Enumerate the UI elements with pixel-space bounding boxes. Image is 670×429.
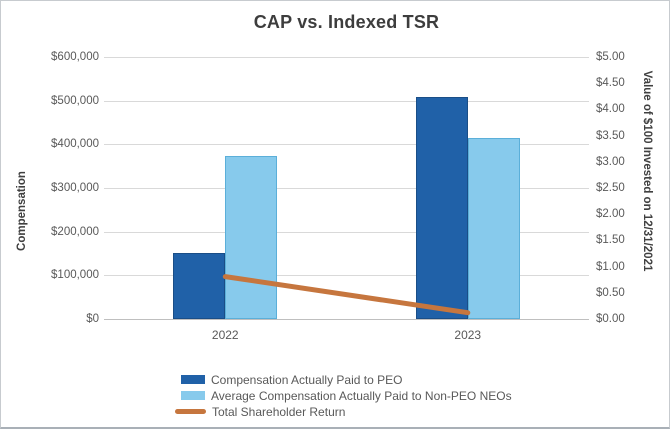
legend-bar-swatch: [181, 391, 205, 400]
bar-series-2: [468, 138, 520, 319]
legend-row: Average Compensation Actually Paid to No…: [181, 388, 512, 403]
y-axis-tick-right: $4.50: [596, 77, 625, 90]
right-axis-title: Value of $100 Invested on 12/31/2021: [641, 70, 653, 272]
y-axis-tick-right: $4.00: [596, 103, 625, 116]
y-axis-tick-right: $0.00: [596, 313, 625, 325]
legend-row: Compensation Actually Paid to PEO: [181, 372, 512, 387]
legend-label: Total Shareholder Return: [212, 404, 346, 419]
y-axis-tick-right: $1.00: [596, 260, 625, 273]
y-axis-tick-right: $3.00: [596, 155, 625, 168]
x-axis-label: 2023: [454, 328, 482, 342]
y-axis-tick-right: $3.50: [596, 129, 625, 142]
gridline: [104, 101, 589, 102]
legend-label: Compensation Actually Paid to PEO: [211, 372, 403, 387]
left-axis-title: Compensation: [16, 171, 28, 251]
plot-area: [104, 57, 589, 320]
gridline: [104, 144, 589, 145]
y-axis-tick-left: $100,000: [51, 269, 99, 282]
y-axis-tick-right: $2.50: [596, 182, 625, 194]
legend: Compensation Actually Paid to PEO Average…: [175, 372, 512, 420]
y-axis-tick-left: $300,000: [51, 182, 99, 194]
x-axis-label: 2022: [211, 328, 239, 342]
legend-row: Total Shareholder Return: [175, 404, 512, 419]
y-axis-tick-left: $200,000: [51, 225, 99, 238]
bar-series-1: [173, 253, 225, 319]
y-axis-tick-left: $600,000: [51, 51, 99, 63]
y-axis-tick-left: $400,000: [51, 138, 99, 151]
y-axis-tick-right: $1.50: [596, 234, 625, 247]
y-axis-tick-right: $2.00: [596, 208, 625, 221]
gridline: [104, 232, 589, 233]
legend-bar-swatch: [181, 375, 205, 384]
y-axis-tick-left: $0: [86, 313, 99, 325]
bar-series-1: [416, 97, 468, 319]
bar-series-2: [225, 156, 277, 319]
legend-line-swatch: [175, 409, 206, 414]
chart-title: CAP vs. Indexed TSR: [253, 12, 440, 32]
y-axis-tick-right: $0.50: [596, 286, 625, 299]
y-axis-tick-left: $500,000: [51, 94, 99, 107]
legend-label: Average Compensation Actually Paid to No…: [211, 388, 512, 403]
gridline: [104, 57, 589, 58]
gridline: [104, 188, 589, 189]
y-axis-tick-right: $5.00: [596, 51, 625, 63]
